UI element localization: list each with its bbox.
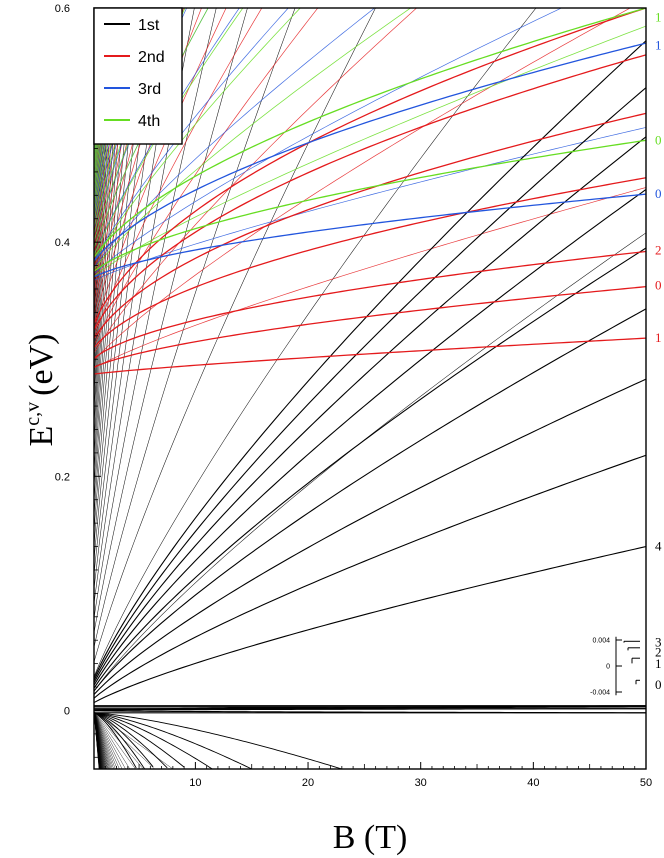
level-index-labels: 1 1 0 0 2 0 1 4 [655, 9, 662, 553]
band-curve-1st-n9 [94, 189, 646, 686]
landau-level-curves [94, 8, 646, 714]
band-curve-3rd-n1 [94, 42, 646, 262]
band-curve-1st-n8 [94, 247, 646, 689]
valence-curve [94, 712, 342, 769]
axes: 10 20 30 40 50 0 0.2 0.4 0.6 [55, 3, 652, 789]
level-index-label: 1 [655, 9, 662, 24]
valence-fan-line [94, 711, 100, 769]
fan-line [94, 8, 217, 619]
fan-line [94, 25, 646, 277]
x-tick-label: 30 [415, 777, 427, 789]
band-curve-1st-n12 [94, 40, 646, 679]
x-tick-label: 50 [640, 777, 652, 789]
fan-line [94, 8, 248, 633]
y-axis-title: Ec,v (eV) [22, 334, 60, 447]
fan-line [94, 8, 123, 458]
fan-line [94, 127, 646, 281]
valence-fan-line [94, 711, 120, 769]
fan-line [94, 8, 263, 338]
inset-level-label: 3 [655, 634, 662, 649]
inset-level-label: 0 [655, 677, 662, 692]
valence-curve [94, 712, 154, 768]
inset-tick-label: 0 [606, 664, 610, 671]
fan-line [94, 8, 195, 604]
valence-fan-line [94, 711, 136, 769]
plot-frame [93, 7, 647, 770]
valence-curve [94, 712, 213, 769]
fan-line [94, 8, 631, 361]
band-curve-1st-n10 [94, 136, 646, 684]
fan-line [94, 8, 289, 262]
legend-label: 3rd [138, 81, 161, 98]
legend-label: 4th [138, 113, 160, 130]
x-tick-label: 40 [527, 777, 539, 789]
band-curve-2nd-n0 [94, 285, 646, 368]
legend: 1st 2nd 3rd 4th [93, 7, 183, 145]
band-curve-4th-n1 [94, 8, 646, 258]
valence-fan-line [94, 711, 144, 769]
band-curve-3rd-n0 [94, 193, 646, 278]
x-tick-label: 20 [302, 777, 314, 789]
inset-tick-label: -0.004 [590, 690, 610, 697]
y-tick-label: 0.4 [55, 237, 70, 249]
valence-fan-line [94, 711, 123, 769]
inset-level-label: 1 [655, 656, 662, 671]
level-index-label: 0 [655, 186, 662, 201]
valence-fan-line [94, 711, 114, 769]
legend-label: 1st [138, 17, 160, 34]
valence-fan-line [94, 711, 156, 769]
valence-curve [94, 712, 185, 768]
band-curve-4th-n0 [94, 139, 646, 272]
x-axis-title: B (T) [333, 819, 408, 856]
legend-label: 2nd [138, 49, 165, 66]
band-curve-1st-n4 [94, 546, 646, 704]
svg-text:Ec,v(eV): Ec,v (eV) [22, 334, 60, 447]
band-curve-1st-n5 [94, 454, 646, 699]
y-tick-label: 0 [64, 705, 70, 717]
zero-mode-inset: 0.004 0 -0.004 321 0 [590, 634, 661, 696]
level-index-label: 1 [655, 37, 662, 52]
level-index-label: 0 [655, 277, 662, 292]
valence-curve [94, 712, 137, 769]
band-curve-2nd-n4 [94, 112, 646, 339]
band-curve-1st-n11 [94, 87, 646, 681]
band-curve-1st-n7 [94, 308, 646, 692]
level-index-label: 4 [655, 539, 662, 554]
fan-line [94, 8, 319, 346]
fan-line [94, 8, 296, 648]
fan-line [94, 8, 412, 270]
y-axis-title-unit: (eV) [23, 334, 60, 396]
level-index-label: 0 [655, 132, 662, 147]
level-index-label: 2 [655, 242, 662, 257]
legend-box [93, 7, 183, 145]
inset-level-label: 2 [655, 645, 662, 660]
fan-line [94, 8, 376, 662]
valence-curve [94, 712, 252, 769]
fan-line [94, 8, 418, 353]
valence-fan-line [94, 711, 126, 769]
band-curve-2nd-n3 [94, 177, 646, 349]
band-curve-2nd-n1 [94, 337, 646, 375]
band-curve-2nd-n6 [94, 8, 646, 324]
valence-fan-line [94, 711, 174, 769]
x-tick-label: 10 [189, 777, 201, 789]
y-tick-label: 0.2 [55, 471, 70, 483]
level-index-label: 1 [655, 330, 662, 345]
band-curve-2nd-n5 [94, 54, 646, 331]
valence-fan-line [94, 711, 131, 769]
inset-tick-label: 0.004 [592, 638, 610, 645]
fan-line [94, 187, 646, 369]
y-axis-title-superscript: c,v [22, 402, 44, 426]
fan-line [94, 8, 563, 275]
band-curve-2nd-n2 [94, 250, 646, 359]
valence-fan [94, 711, 342, 769]
fan-line [94, 8, 301, 263]
band-curve-1st-n6 [94, 378, 646, 695]
valence-fan-line [94, 711, 116, 769]
y-axis-title-symbol: E [23, 426, 60, 447]
valence-fan-line [94, 711, 118, 769]
y-tick-label: 0.6 [55, 3, 70, 15]
